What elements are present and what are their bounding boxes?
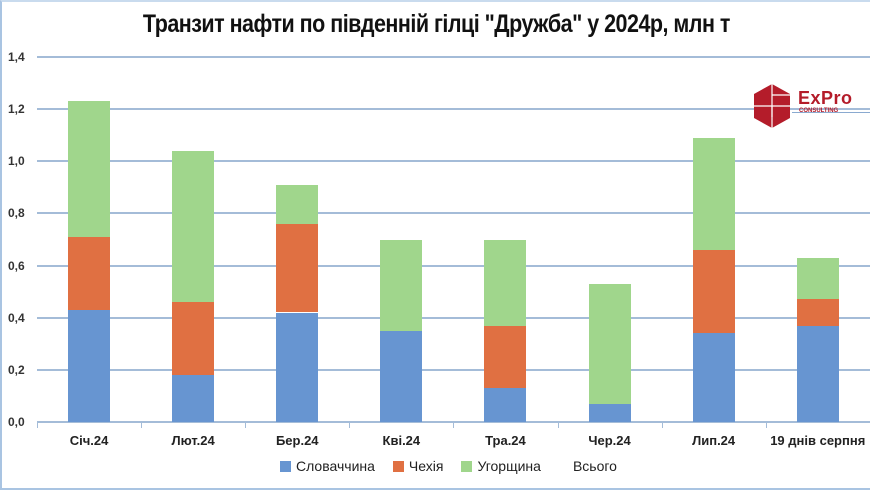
legend-label: Словаччина xyxy=(296,458,375,474)
x-tick-mark xyxy=(349,423,351,428)
legend-swatch-icon xyxy=(280,460,291,472)
x-tick-label: Лют.24 xyxy=(171,433,215,448)
bar-segment xyxy=(692,137,735,250)
bar-segment xyxy=(276,312,319,422)
x-tick-label: 19 днів серпня xyxy=(770,433,866,448)
logo-name: ExPro xyxy=(798,88,853,108)
bar-segment xyxy=(796,299,839,326)
bar-segment xyxy=(172,375,215,422)
legend-label: Всього xyxy=(572,458,617,474)
hexagon-logo-icon xyxy=(754,84,790,128)
bar-segment xyxy=(68,101,111,237)
bar-segment xyxy=(692,249,735,334)
gridline xyxy=(37,108,870,111)
expro-logo xyxy=(752,83,870,133)
bar-segment xyxy=(484,325,527,389)
x-tick-label: Бер.24 xyxy=(275,433,319,448)
x-tick-mark xyxy=(141,423,143,428)
bar-segment xyxy=(484,239,527,326)
bar-segment xyxy=(172,150,215,303)
bar-segment xyxy=(796,325,839,422)
legend-item: Всього xyxy=(573,458,617,474)
y-tick-label: 1,4 xyxy=(8,50,25,65)
logo-subtitle: CONSULTING xyxy=(799,108,839,114)
x-tick-mark xyxy=(765,423,767,428)
gridline xyxy=(37,212,870,215)
x-tick-mark xyxy=(245,423,247,428)
x-tick-label: Січ.24 xyxy=(69,433,109,448)
bar-segment xyxy=(68,236,111,310)
gridline xyxy=(37,160,870,163)
x-tick-mark xyxy=(557,423,559,428)
y-tick-label: 0,4 xyxy=(8,310,25,325)
x-tick-label: Лип.24 xyxy=(692,433,736,448)
bar-segment xyxy=(588,403,631,422)
legend-item: Чехія xyxy=(392,458,444,474)
bar-segment xyxy=(68,309,111,422)
x-tick-mark xyxy=(37,423,38,428)
y-tick-label: 0,6 xyxy=(8,258,25,273)
bar-segment xyxy=(380,239,423,331)
legend-item: Угорщина xyxy=(461,458,541,474)
legend-swatch-icon xyxy=(392,460,404,472)
bar-segment xyxy=(484,388,527,422)
y-tick-label: 0,8 xyxy=(8,206,25,221)
gridline xyxy=(37,264,870,267)
x-tick-label: Тра.24 xyxy=(485,433,526,448)
x-tick-label: Чер.24 xyxy=(588,433,631,448)
bar-segment xyxy=(588,283,631,404)
bar-segment xyxy=(276,184,319,224)
bar-segment xyxy=(172,302,215,376)
gridline xyxy=(37,368,870,371)
bar-segment xyxy=(380,330,423,422)
legend-swatch-icon xyxy=(461,460,473,472)
legend-label: Угорщина xyxy=(477,458,541,474)
legend-label: Чехія xyxy=(408,458,444,474)
legend-item: Словаччина xyxy=(280,458,375,474)
gridline xyxy=(37,56,870,59)
gridline xyxy=(37,316,870,319)
x-axis-line xyxy=(37,421,870,423)
y-tick-label: 1,0 xyxy=(8,154,25,169)
y-tick-label: 0,0 xyxy=(8,415,25,429)
x-tick-label: Кві.24 xyxy=(382,433,421,448)
x-tick-mark xyxy=(453,423,455,428)
bar-segment xyxy=(796,257,839,300)
y-tick-label: 1,2 xyxy=(8,102,25,117)
logo-divider xyxy=(792,112,870,113)
bar-segment xyxy=(692,333,735,422)
chart-title: Транзит нафти по південній гілці "Дружба… xyxy=(142,10,730,38)
y-tick-label: 0,2 xyxy=(8,362,25,377)
x-tick-mark xyxy=(661,423,663,428)
bar-segment xyxy=(276,223,319,313)
legend: Словаччина Чехія Угорщина Всього xyxy=(280,458,635,474)
